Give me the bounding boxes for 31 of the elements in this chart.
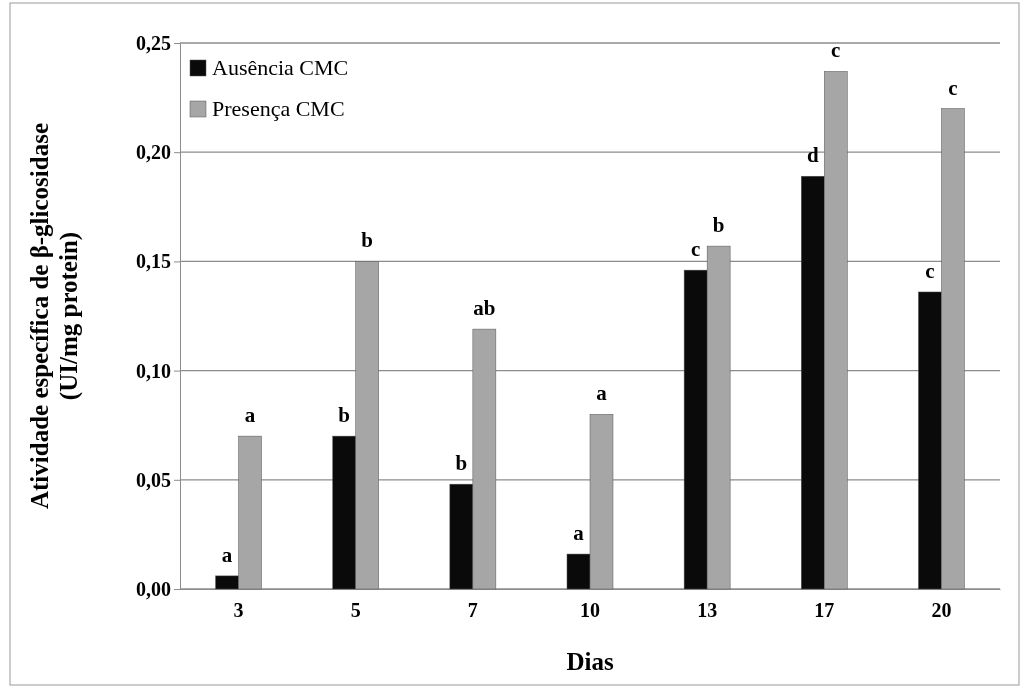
annotation: c (831, 38, 841, 63)
annotation: a (596, 381, 608, 406)
legend-label: Presença CMC (212, 96, 345, 121)
x-tick-label: 3 (233, 599, 244, 622)
x-tick-label: 5 (350, 599, 361, 622)
x-axis-title: Dias (566, 648, 614, 675)
annotation: c (948, 75, 958, 100)
annotation: a (221, 542, 233, 567)
x-tick-label: 10 (580, 599, 600, 622)
y-tick-label: 0,25 (136, 31, 171, 54)
y-tick-label: 0,05 (136, 468, 171, 491)
y-tick-label: 0,15 (136, 250, 171, 273)
y-tick-label: 0,00 (136, 577, 171, 600)
annotation: c (690, 237, 701, 262)
y-axis-title: Atividade específica de β-glicosidase (UI/mg protein) (26, 122, 83, 510)
y-tick-label: 0,20 (136, 141, 171, 164)
x-tick-label: 7 (467, 599, 478, 622)
annotation: d (806, 143, 819, 168)
legend-label: Ausência CMC (212, 55, 349, 80)
annotation: a (244, 403, 256, 428)
annotation: b (712, 213, 725, 238)
x-tick-label: 20 (931, 599, 952, 622)
x-tick-label: 13 (697, 599, 718, 622)
y-tick-label: 0,10 (136, 359, 171, 382)
annotation: ab (473, 296, 496, 321)
annotation: a (573, 521, 585, 546)
annotation: b (455, 451, 468, 476)
annotation: b (338, 403, 351, 428)
annotation: b (361, 228, 374, 253)
annotation: c (925, 258, 935, 283)
x-tick-label: 17 (814, 599, 835, 622)
